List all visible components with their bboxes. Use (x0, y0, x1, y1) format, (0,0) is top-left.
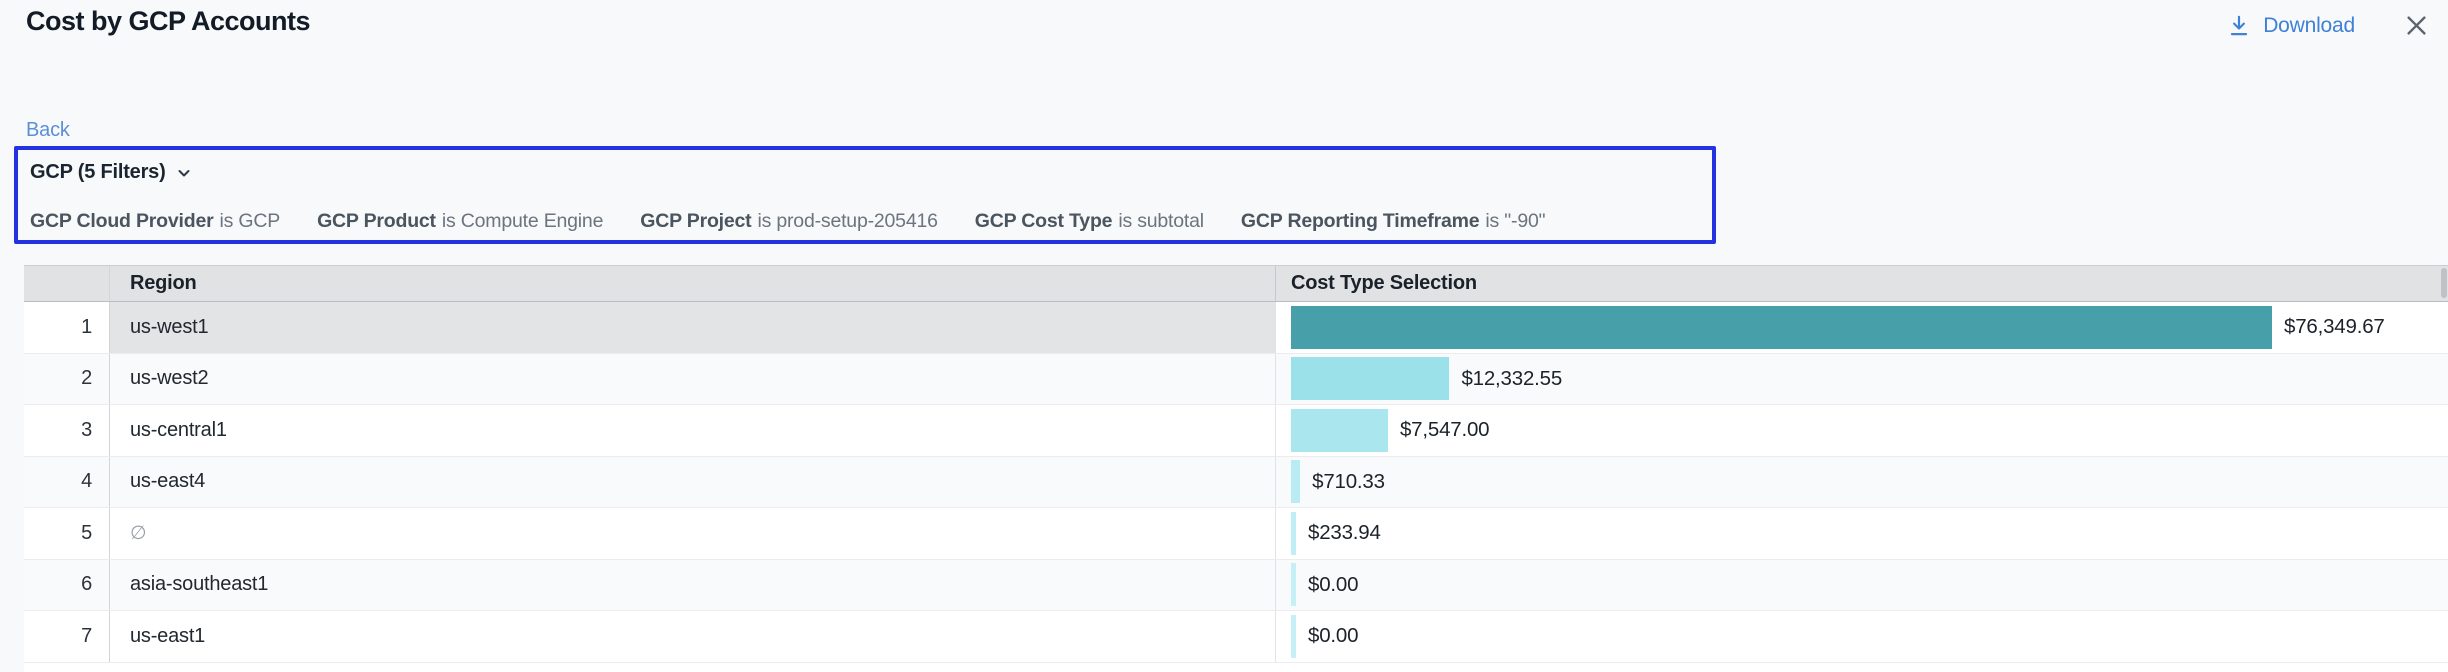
row-index: 2 (24, 353, 110, 404)
table-row[interactable]: 3 us-central1 $7,547.00 (24, 405, 2448, 457)
top-actions: Download (2226, 12, 2430, 39)
cost-bar (1291, 357, 1450, 401)
row-index: 3 (24, 405, 110, 456)
cost-bar-cell: $0.00 (1276, 611, 2448, 662)
cost-value-label: $0.00 (1308, 572, 1359, 596)
region-cell[interactable]: us-east4 (110, 456, 1276, 507)
row-index: 5 (24, 508, 110, 559)
close-icon[interactable] (2403, 12, 2430, 39)
vertical-scrollbar[interactable] (2441, 268, 2447, 298)
cost-value-label: $0.00 (1308, 624, 1359, 648)
cost-bar-cell: $233.94 (1276, 508, 2448, 559)
table-row[interactable]: 1 us-west1 $76,349.67 (24, 302, 2448, 354)
row-index: 6 (24, 559, 110, 610)
filter-chip-reporting-timeframe[interactable]: GCP Reporting Timeframe is "-90" (1240, 210, 1546, 232)
cost-value-label: $12,332.55 (1461, 366, 1563, 390)
region-cell[interactable]: ∅ (110, 508, 1276, 559)
table-row[interactable]: 2 us-west2 $12,332.55 (24, 353, 2448, 405)
cost-value-label: $76,349.67 (2284, 315, 2385, 339)
cost-bar (1291, 305, 2272, 349)
chevron-down-icon (175, 164, 193, 182)
column-header-region[interactable]: Region (110, 266, 1276, 301)
cost-bar-cell: $710.33 (1276, 457, 2448, 508)
back-link[interactable]: Back (26, 119, 70, 141)
region-cell[interactable]: us-east1 (110, 611, 1276, 662)
page-title: Cost by GCP Accounts (26, 6, 311, 36)
table-row[interactable]: 4 us-east4 $710.33 (24, 456, 2448, 508)
filter-chip-cloud-provider[interactable]: GCP Cloud Provider is GCP (30, 210, 281, 232)
filter-chip-project[interactable]: GCP Project is prod-setup-205416 (640, 210, 938, 232)
download-icon (2226, 13, 2252, 39)
table-row[interactable]: 6 asia-southeast1 $0.00 (24, 559, 2448, 611)
row-index: 4 (24, 456, 110, 507)
row-index: 1 (24, 302, 110, 353)
filter-chip-list: GCP Cloud Provider is GCP GCP Product is C… (30, 210, 1546, 233)
table-row[interactable]: 5 ∅ $233.94 (24, 508, 2448, 560)
cost-bar-cell: $12,332.55 (1276, 354, 2448, 405)
filters-summary-label: GCP (5 Filters) (30, 161, 166, 183)
region-cell[interactable]: asia-southeast1 (110, 559, 1276, 610)
filter-chip-cost-type[interactable]: GCP Cost Type is subtotal (974, 210, 1204, 232)
row-number-column-header (24, 266, 110, 301)
cost-bar (1291, 614, 1296, 658)
cost-bar (1291, 511, 1296, 555)
region-cell[interactable]: us-west1 (110, 302, 1276, 353)
table-body: 1 us-west1 $76,349.67 2 us-west2 $12,332… (24, 302, 2448, 663)
cost-bar-cell: $7,547.00 (1276, 405, 2448, 456)
cost-value-label: $710.33 (1312, 469, 1385, 493)
cost-bar-cell: $0.00 (1276, 560, 2448, 611)
cost-value-label: $7,547.00 (1399, 418, 1490, 442)
cost-bar-cell: $76,349.67 (1276, 302, 2448, 353)
column-header-cost-type-selection[interactable]: Cost Type Selection (1291, 272, 1477, 294)
filter-chip-product[interactable]: GCP Product is Compute Engine (317, 210, 604, 232)
download-button[interactable]: Download (2226, 13, 2355, 39)
filters-panel: GCP (5 Filters) GCP Cloud Provider is GCP… (14, 146, 1716, 244)
region-cell[interactable]: us-west2 (110, 353, 1276, 404)
row-index: 7 (24, 611, 110, 662)
table-header-row: Region Cost Type Selection (24, 265, 2448, 302)
region-cell[interactable]: us-central1 (110, 405, 1276, 456)
download-label: Download (2263, 13, 2355, 37)
filters-dropdown[interactable]: GCP (5 Filters) (30, 161, 193, 184)
cost-bar (1291, 408, 1388, 452)
table-row[interactable]: 7 us-east1 $0.00 (24, 611, 2448, 663)
cost-table: Region Cost Type Selection 1 us-west1 $7… (24, 265, 2448, 672)
cost-bar (1291, 460, 1301, 504)
cost-value-label: $233.94 (1308, 521, 1381, 545)
cost-bar (1291, 563, 1296, 607)
